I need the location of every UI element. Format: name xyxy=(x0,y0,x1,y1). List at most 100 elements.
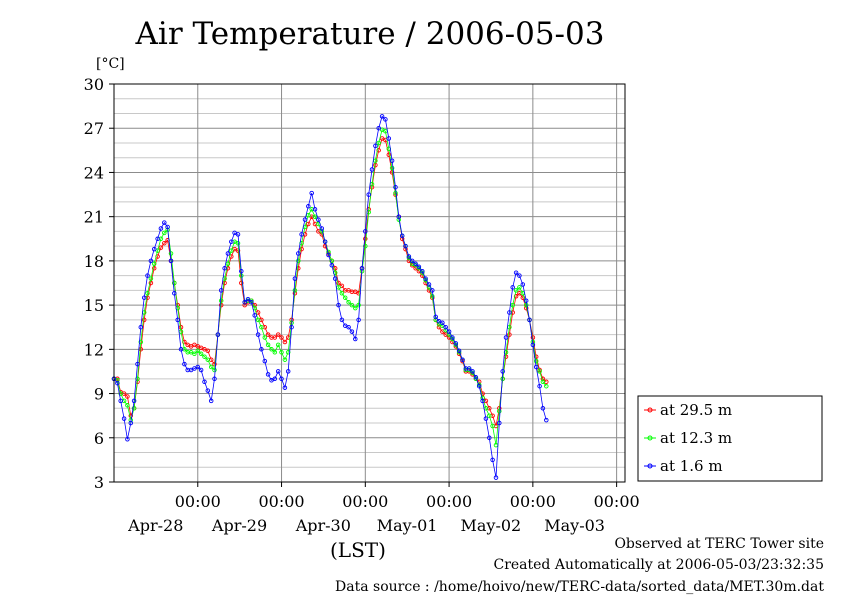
data-point xyxy=(195,364,201,370)
data-point xyxy=(366,192,371,197)
data-point xyxy=(205,357,211,362)
data-point xyxy=(158,226,164,231)
data-point xyxy=(363,236,368,242)
data-point xyxy=(222,266,227,271)
data-point xyxy=(218,298,224,303)
data-point xyxy=(292,288,298,293)
data-point xyxy=(332,266,338,271)
data-point xyxy=(510,285,515,290)
data-point xyxy=(386,136,392,141)
data-point xyxy=(135,376,140,382)
data-point xyxy=(272,350,278,355)
series-layer xyxy=(111,114,549,480)
data-point xyxy=(172,280,177,286)
data-point xyxy=(265,342,271,348)
data-point xyxy=(309,190,314,196)
data-point xyxy=(530,335,536,340)
data-point xyxy=(275,369,281,374)
legend-label: at 12.3 m xyxy=(660,429,732,447)
data-point xyxy=(299,246,304,252)
data-point xyxy=(131,406,137,411)
data-point xyxy=(235,240,241,246)
data-point xyxy=(262,335,268,340)
data-point xyxy=(168,258,174,264)
data-point xyxy=(353,305,358,311)
data-point xyxy=(229,248,234,253)
data-point xyxy=(507,332,512,337)
data-point xyxy=(513,294,519,299)
data-point xyxy=(373,143,378,149)
grid-lines xyxy=(114,83,625,483)
data-point xyxy=(242,299,247,305)
data-point xyxy=(339,291,345,296)
data-point xyxy=(440,320,445,326)
x-tick-time-label: 00:00 xyxy=(594,492,640,511)
data-point xyxy=(262,358,268,364)
data-point xyxy=(205,388,211,393)
data-point xyxy=(145,291,150,296)
x-tick-time-label: 00:00 xyxy=(342,492,388,511)
data-point xyxy=(376,125,381,131)
data-point xyxy=(165,224,170,230)
data-point xyxy=(386,152,392,158)
data-point xyxy=(118,391,123,396)
data-point xyxy=(493,475,499,480)
data-point xyxy=(446,329,452,334)
data-point xyxy=(537,369,542,374)
data-point xyxy=(500,369,505,374)
legend: at 29.5 m at 12.3 m at 1.6 m xyxy=(637,395,823,482)
data-point xyxy=(326,252,331,258)
data-point xyxy=(507,310,512,315)
data-point xyxy=(356,302,361,308)
data-point xyxy=(443,324,448,330)
legend-box xyxy=(637,395,823,482)
site-note: Observed at TERC Tower site xyxy=(614,536,824,552)
data-point xyxy=(530,342,536,348)
data-point xyxy=(135,361,140,367)
data-point xyxy=(289,324,294,330)
data-point xyxy=(215,332,221,337)
data-point xyxy=(162,240,167,246)
data-point xyxy=(299,232,304,237)
data-point xyxy=(259,347,264,352)
data-point xyxy=(456,348,462,354)
data-source-note: Data source : /home/hoivo/new/TERC-data/… xyxy=(335,579,824,595)
x-tick-date-label: Apr-28 xyxy=(127,516,183,535)
data-point xyxy=(141,295,147,300)
data-point xyxy=(175,317,180,323)
data-point xyxy=(205,348,211,354)
data-point xyxy=(148,276,154,281)
data-point xyxy=(497,408,502,414)
data-point xyxy=(306,204,311,209)
data-point xyxy=(460,357,465,362)
data-point xyxy=(503,335,509,340)
data-point xyxy=(363,243,368,249)
data-point xyxy=(296,251,301,256)
data-point xyxy=(346,299,351,305)
data-point xyxy=(480,398,485,404)
data-point xyxy=(356,317,361,323)
plot-frame xyxy=(113,83,626,483)
data-point xyxy=(510,302,515,308)
data-point xyxy=(376,140,381,146)
data-point xyxy=(487,435,492,441)
data-point xyxy=(430,294,435,299)
data-point xyxy=(523,302,529,308)
data-point xyxy=(316,217,321,222)
data-point xyxy=(332,276,338,281)
data-point xyxy=(420,268,425,274)
series-0 xyxy=(111,136,549,429)
data-point xyxy=(403,243,408,249)
data-point xyxy=(198,367,204,373)
data-point xyxy=(272,335,278,340)
data-point xyxy=(282,339,288,345)
legend-marker xyxy=(647,463,653,469)
data-point xyxy=(141,317,147,323)
data-point xyxy=(319,226,325,231)
data-point xyxy=(279,376,284,382)
data-point xyxy=(453,341,459,346)
data-point xyxy=(195,348,201,354)
data-point xyxy=(306,221,311,227)
data-point xyxy=(229,239,234,244)
